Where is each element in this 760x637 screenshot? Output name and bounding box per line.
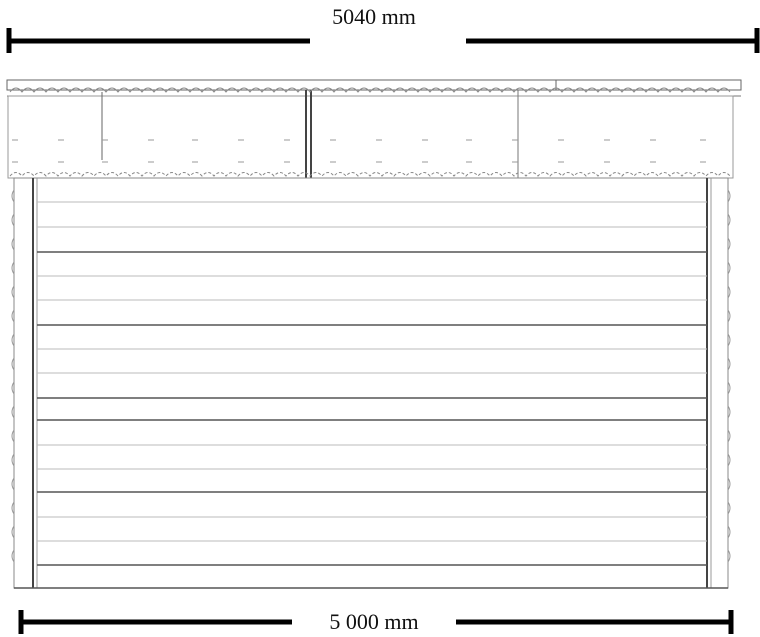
bottom-dimension-label: 5 000 mm	[329, 609, 418, 634]
bottom-dimension: 5 000 mm	[18, 609, 734, 634]
left-log-ends	[11, 189, 15, 563]
top-dimension: 5040 mm	[6, 4, 760, 53]
roof-section	[6, 79, 742, 179]
roof-scallops-top	[9, 87, 731, 93]
roof-fascia	[6, 79, 742, 91]
right-log-ends	[727, 189, 731, 563]
wall-outline	[13, 177, 729, 589]
top-dimension-label: 5040 mm	[332, 4, 416, 29]
log-lines-dark	[14, 251, 728, 589]
log-lines-light	[37, 201, 707, 542]
roof-panel	[7, 95, 734, 179]
roof-scallops-bottom	[9, 172, 731, 177]
log-wall	[11, 177, 731, 589]
roof-fastener-marks	[12, 139, 706, 163]
